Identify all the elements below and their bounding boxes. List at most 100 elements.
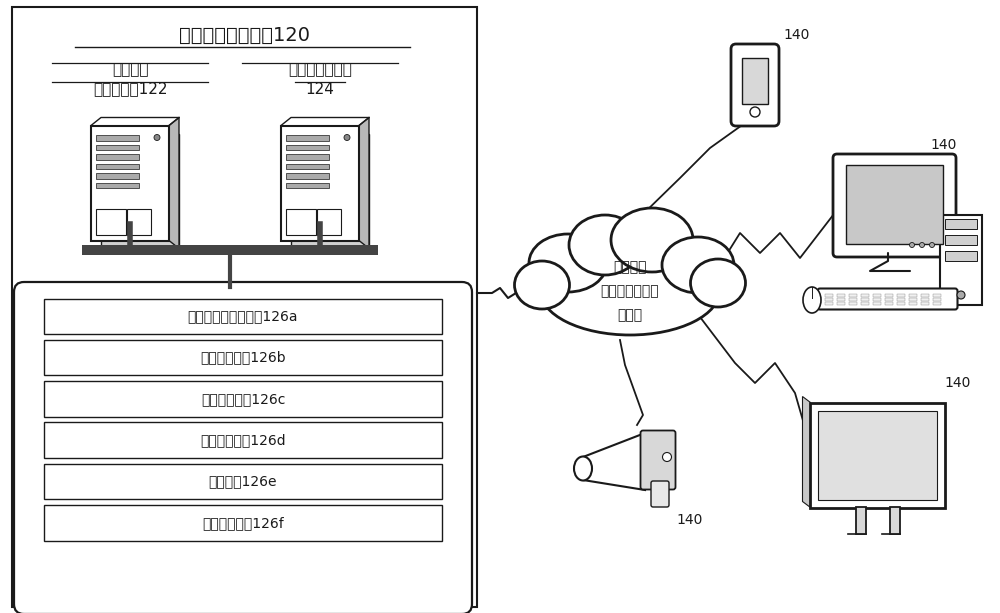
Ellipse shape xyxy=(803,287,821,313)
FancyBboxPatch shape xyxy=(96,145,139,150)
FancyBboxPatch shape xyxy=(286,173,329,178)
FancyBboxPatch shape xyxy=(96,154,139,159)
Polygon shape xyxy=(583,433,645,490)
Bar xyxy=(82,245,378,255)
Ellipse shape xyxy=(611,208,693,272)
Text: 采集服务器122: 采集服务器122 xyxy=(93,82,167,96)
FancyBboxPatch shape xyxy=(885,302,893,305)
FancyBboxPatch shape xyxy=(825,298,833,301)
Text: 140: 140 xyxy=(677,513,703,527)
Text: 信息推送服务器: 信息推送服务器 xyxy=(288,63,352,77)
Text: 有线网络: 有线网络 xyxy=(613,260,647,274)
FancyBboxPatch shape xyxy=(856,506,866,533)
FancyBboxPatch shape xyxy=(861,294,869,297)
FancyBboxPatch shape xyxy=(945,251,977,261)
Text: 线广播: 线广播 xyxy=(617,308,643,322)
FancyBboxPatch shape xyxy=(286,154,329,159)
FancyBboxPatch shape xyxy=(897,298,905,301)
FancyBboxPatch shape xyxy=(849,302,857,305)
FancyBboxPatch shape xyxy=(96,164,139,169)
FancyBboxPatch shape xyxy=(885,294,893,297)
Ellipse shape xyxy=(611,208,693,272)
FancyBboxPatch shape xyxy=(933,302,941,305)
Text: 信息数据库126: 信息数据库126 xyxy=(206,302,280,318)
FancyBboxPatch shape xyxy=(817,289,957,310)
Ellipse shape xyxy=(514,261,570,309)
FancyBboxPatch shape xyxy=(651,481,669,507)
FancyBboxPatch shape xyxy=(742,58,768,104)
Ellipse shape xyxy=(662,237,734,293)
FancyBboxPatch shape xyxy=(101,134,179,248)
FancyBboxPatch shape xyxy=(286,145,329,150)
Ellipse shape xyxy=(690,259,746,307)
Text: 或无线网络或无: 或无线网络或无 xyxy=(601,284,659,298)
FancyBboxPatch shape xyxy=(861,298,869,301)
FancyBboxPatch shape xyxy=(849,298,857,301)
FancyBboxPatch shape xyxy=(837,294,845,297)
Ellipse shape xyxy=(690,259,746,307)
FancyBboxPatch shape xyxy=(44,505,442,541)
FancyBboxPatch shape xyxy=(897,294,905,297)
FancyBboxPatch shape xyxy=(873,294,881,297)
FancyBboxPatch shape xyxy=(890,506,900,533)
FancyBboxPatch shape xyxy=(286,183,329,188)
Ellipse shape xyxy=(529,234,607,292)
FancyBboxPatch shape xyxy=(286,135,329,140)
Text: 气象灾害知识126c: 气象灾害知识126c xyxy=(201,392,285,406)
FancyBboxPatch shape xyxy=(861,302,869,305)
Text: 124: 124 xyxy=(306,82,334,96)
FancyBboxPatch shape xyxy=(96,135,139,140)
Ellipse shape xyxy=(540,245,720,335)
FancyBboxPatch shape xyxy=(897,302,905,305)
FancyBboxPatch shape xyxy=(286,164,329,169)
Text: 农业科普知识126d: 农业科普知识126d xyxy=(200,433,286,447)
Ellipse shape xyxy=(529,234,607,292)
FancyBboxPatch shape xyxy=(44,422,442,458)
FancyBboxPatch shape xyxy=(933,298,941,301)
Circle shape xyxy=(909,243,914,248)
FancyBboxPatch shape xyxy=(14,282,472,613)
Text: 农业气象服务平台120: 农业气象服务平台120 xyxy=(179,26,310,45)
FancyBboxPatch shape xyxy=(921,302,929,305)
FancyBboxPatch shape xyxy=(825,302,833,305)
Text: 气象数据影响模型库126a: 气象数据影响模型库126a xyxy=(188,309,298,323)
Ellipse shape xyxy=(540,245,720,335)
FancyBboxPatch shape xyxy=(846,165,943,244)
Ellipse shape xyxy=(514,261,570,309)
Ellipse shape xyxy=(569,215,641,275)
FancyBboxPatch shape xyxy=(945,235,977,245)
FancyBboxPatch shape xyxy=(921,294,929,297)
Polygon shape xyxy=(802,397,810,508)
FancyBboxPatch shape xyxy=(873,302,881,305)
Polygon shape xyxy=(359,118,369,248)
FancyBboxPatch shape xyxy=(909,294,917,297)
FancyBboxPatch shape xyxy=(286,209,316,235)
FancyBboxPatch shape xyxy=(873,298,881,301)
FancyBboxPatch shape xyxy=(909,298,917,301)
Text: 140: 140 xyxy=(945,376,971,390)
Circle shape xyxy=(920,243,924,248)
FancyBboxPatch shape xyxy=(885,298,893,301)
FancyBboxPatch shape xyxy=(825,294,833,297)
Circle shape xyxy=(750,107,760,117)
FancyBboxPatch shape xyxy=(91,126,169,240)
FancyBboxPatch shape xyxy=(810,403,945,508)
Polygon shape xyxy=(169,118,179,248)
Ellipse shape xyxy=(569,215,641,275)
FancyBboxPatch shape xyxy=(921,298,929,301)
Circle shape xyxy=(930,243,934,248)
FancyBboxPatch shape xyxy=(945,219,977,229)
FancyBboxPatch shape xyxy=(731,44,779,126)
FancyBboxPatch shape xyxy=(640,430,675,490)
FancyBboxPatch shape xyxy=(44,340,442,375)
FancyBboxPatch shape xyxy=(940,215,982,305)
FancyBboxPatch shape xyxy=(837,298,845,301)
Text: 140: 140 xyxy=(931,138,957,152)
FancyBboxPatch shape xyxy=(96,209,126,235)
FancyBboxPatch shape xyxy=(833,154,956,257)
Circle shape xyxy=(957,291,965,299)
Text: 适宜气象指标126b: 适宜气象指标126b xyxy=(200,351,286,365)
FancyBboxPatch shape xyxy=(12,7,477,607)
Circle shape xyxy=(662,452,672,462)
Text: 田间管理知识126f: 田间管理知识126f xyxy=(202,516,284,530)
